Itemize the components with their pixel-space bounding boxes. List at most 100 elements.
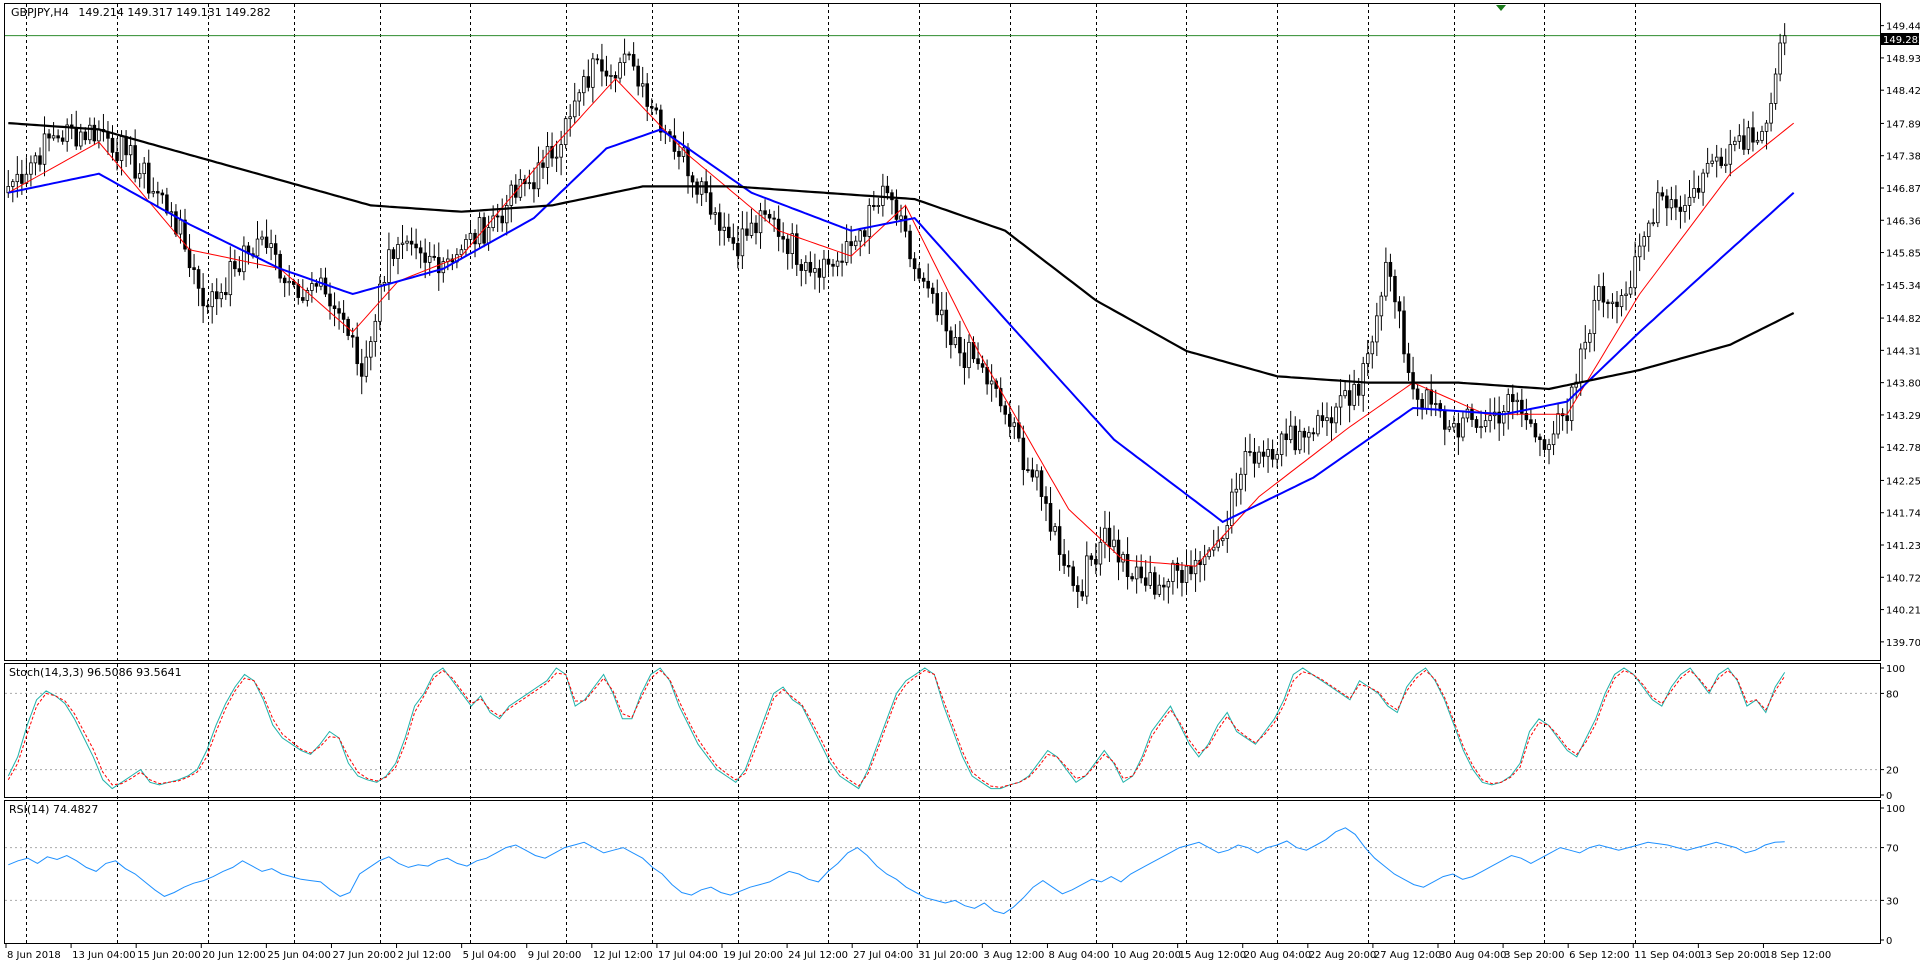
candle-bear (586, 76, 591, 88)
candle-bear (690, 175, 695, 183)
candle-bull (853, 240, 858, 247)
candle-bull (527, 182, 532, 185)
candle-bear (110, 137, 115, 153)
candle-bear (1139, 566, 1143, 579)
candle-bull (559, 144, 563, 158)
candle-bull (858, 230, 862, 242)
candle-bull (1184, 565, 1189, 583)
candle-bear (908, 230, 912, 260)
candle-bear (1075, 585, 1080, 592)
candle-bull (1384, 261, 1388, 297)
candle-bear (1660, 192, 1665, 197)
candle-bull (1769, 103, 1773, 124)
candle-bull (459, 249, 464, 256)
candle-bear (944, 309, 949, 332)
candle-bull (1157, 584, 1162, 595)
candle-bull (1375, 315, 1379, 343)
candle-bull (1230, 491, 1234, 526)
candle-bull (1243, 451, 1248, 475)
stoch-tick-label: 80 (1886, 689, 1899, 700)
candle-bear (1520, 399, 1524, 414)
candle-bear (831, 263, 835, 267)
candle-bear (817, 268, 822, 278)
time-tick-label: 8 Jun 2018 (7, 950, 61, 961)
time-tick-label: 20 Aug 04:00 (1244, 950, 1311, 961)
candle-bull (1370, 341, 1375, 355)
candle-bull (1288, 425, 1293, 441)
candle-bear (772, 217, 776, 220)
price-tick-label: 142.255 (1886, 476, 1920, 487)
candle-bear (1130, 576, 1134, 580)
candle-bear (1003, 405, 1007, 415)
time-tick-label: 3 Aug 12:00 (983, 950, 1044, 961)
candle-bull (1592, 299, 1597, 334)
candle-bear (332, 305, 337, 310)
candle-bull (1547, 444, 1551, 450)
candle-bear (160, 192, 165, 196)
price-tick-label: 146.365 (1886, 216, 1920, 227)
candle-bear (237, 268, 242, 273)
candle-bear (1665, 195, 1669, 209)
candle-bull (1683, 204, 1687, 212)
rsi-tick-label: 70 (1886, 844, 1899, 855)
candle-bear (60, 137, 65, 142)
candle-bull (1134, 566, 1139, 580)
candle-bear (894, 199, 899, 220)
candle-bear (708, 192, 713, 215)
candle-bull (1656, 192, 1660, 224)
candle-bear (1402, 310, 1406, 355)
candle-bull (1637, 245, 1642, 258)
candle-bull (151, 191, 156, 194)
candle-bear (645, 83, 649, 107)
candle-bull (178, 219, 183, 235)
candle-bull (1148, 572, 1152, 586)
candle-bear (1456, 423, 1461, 438)
candle-bear (659, 109, 663, 133)
time-tick-label: 27 Jul 04:00 (853, 950, 913, 961)
candle-bull (749, 222, 754, 236)
candle-bull (1279, 433, 1284, 455)
candle-bull (577, 92, 582, 102)
candle-bull (260, 236, 264, 240)
candle-bull (536, 162, 541, 190)
price-series (6, 23, 1795, 609)
rsi-line (8, 827, 1785, 915)
candle-bear (133, 145, 137, 179)
time-tick-label: 18 Sep 12:00 (1764, 950, 1831, 961)
stoch-signal-line (7, 669, 1786, 788)
candle-bear (636, 65, 640, 87)
time-tick-label: 20 Jun 12:00 (202, 950, 266, 961)
rsi-series (8, 827, 1785, 915)
candle-bear (1751, 127, 1755, 143)
candle-bull (65, 124, 69, 142)
candle-bear (1008, 413, 1012, 427)
candle-bear (1017, 422, 1021, 439)
time-tick-label: 8 Aug 04:00 (1048, 950, 1109, 961)
price-tick-label: 144.820 (1886, 314, 1920, 325)
time-tick-label: 24 Jul 12:00 (788, 950, 848, 961)
candle-bear (355, 336, 359, 365)
candle-bear (654, 107, 659, 111)
candle-bull (1379, 295, 1384, 317)
candle-bull (1578, 348, 1583, 383)
candle-bull (1266, 449, 1270, 457)
candle-bull (6, 186, 11, 194)
price-tick-label: 148.420 (1886, 86, 1920, 97)
time-tick-label: 9 Jul 20:00 (528, 950, 582, 961)
candle-bear (1329, 417, 1334, 424)
candle-bear (763, 210, 767, 215)
candle-bear (650, 106, 654, 109)
candle-bear (935, 293, 940, 316)
candle-bear (1311, 432, 1316, 435)
candle-bull (468, 232, 473, 240)
candle-bull (1588, 333, 1592, 343)
candle-bull (758, 210, 763, 234)
candle-bull (128, 145, 133, 156)
candle-bull (1343, 390, 1347, 397)
candle-bull (740, 228, 745, 257)
time-tick-label: 30 Aug 04:00 (1439, 950, 1506, 961)
candle-bear (192, 267, 196, 270)
candle-bull (1211, 546, 1216, 551)
